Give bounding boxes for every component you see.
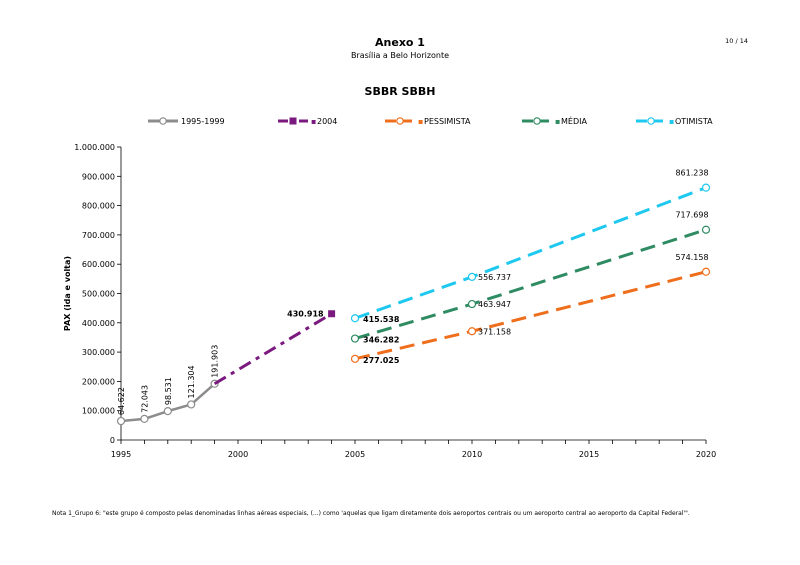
data-point-pessimista [701,267,711,276]
footnote: Nota 1_Grupo 6: "este grupo é composto p… [52,510,690,517]
legend-marker-otimista [647,117,655,125]
chart-title: SBBR SBBH [365,85,436,98]
x-tick-label: 1995 [111,450,131,459]
data-label: 574.158 [675,253,708,262]
y-tick-label: 800.000 [82,202,115,211]
x-tick-label: 2000 [228,450,248,459]
data-label: 191.903 [211,345,220,378]
x-tick-label: 2015 [579,450,599,459]
series-2004 [213,310,336,386]
data-label: 277.025 [363,356,400,365]
legend-prefix-pessimista: ▪ [418,117,423,126]
legend-item-1995-1999: 1995-1999 [148,117,225,126]
y-tick-label: 100.000 [82,407,115,416]
data-label: 371.158 [478,327,511,336]
y-axis-title: PAX (ida e volta) [63,256,72,331]
data-label: 121.304 [187,365,196,398]
legend-label-2004: 2004 [317,117,337,126]
series-1995-1999 [116,379,219,426]
data-label: 556.737 [478,273,511,282]
data-label: 415.538 [363,315,400,324]
y-tick-label: 0 [110,436,115,445]
legend-marker-1995-1999 [159,117,167,125]
data-point-pessimista [350,354,360,363]
y-tick-label: 200.000 [82,377,115,386]
legend-marker-pessimista [396,117,404,125]
series-otimista [350,183,711,323]
data-label: 64.622 [117,387,126,415]
data-label: 430.918 [287,310,324,319]
legend-item-2004: ▪ 2004 [278,117,337,126]
legend-marker-m-dia [533,117,541,125]
page-title: Anexo 1 [375,36,425,49]
data-label: 861.238 [675,169,708,178]
data-label: 463.947 [478,300,511,309]
legend-label-otimista: OTIMISTA [675,117,713,126]
y-tick-label: 400.000 [82,319,115,328]
legend-item-otimista: ▪ OTIMISTA [636,117,713,126]
chart-series [116,183,711,426]
x-tick-label: 2005 [345,450,365,459]
y-tick-label: 500.000 [82,290,115,299]
y-tick-label: 600.000 [82,260,115,269]
data-point-m-dia [701,225,711,234]
y-tick-label: 900.000 [82,172,115,181]
data-label: 98.531 [164,377,173,405]
legend-prefix-2004: ▪ [311,117,316,126]
data-point-1995-1999 [140,414,149,423]
data-point-otimista [467,272,477,281]
legend-prefix-otimista: ▪ [669,117,674,126]
data-point-1995-1999 [116,416,126,426]
y-tick-label: 1.000.000 [74,143,115,152]
data-point-otimista [701,183,711,192]
series-m-dia [350,225,711,343]
x-tick-label: 2020 [696,450,716,459]
data-point-pessimista [467,327,477,336]
series-line-2004 [213,312,333,386]
series-line-pessimista [354,270,707,361]
data-point-1995-1999 [187,400,196,409]
page-subtitle: Brasília a Belo Horizonte [350,51,450,60]
data-point-m-dia [350,334,360,343]
y-tick-label: 700.000 [82,231,115,240]
data-label: 72.043 [140,385,149,413]
data-point-otimista [350,314,360,323]
legend-label-pessimista: PESSIMISTA [424,117,471,126]
legend-prefix-m-dia: ▪ [555,117,560,126]
chart-data-labels: 64.622 72.043 98.531 121.304 191.903 430.918 2… [117,169,709,415]
data-point-1995-1999 [163,407,172,416]
page-number: 10 / 14 [725,37,748,45]
y-tick-label: 300.000 [82,348,115,357]
legend-label-m-dia: MÉDIA [561,115,587,126]
data-point-2004 [328,310,336,318]
chart-axes: 0 100.000 200.000 300.000 400.000 500.000 600.… [63,143,716,459]
data-label: 346.282 [363,336,399,345]
series-line-otimista [354,186,707,320]
data-point-m-dia [467,299,477,309]
legend-item-m-dia: ▪ MÉDIA [522,115,587,126]
legend-marker-2004 [289,117,297,125]
series-pessimista [350,267,711,363]
legend-label-1995-1999: 1995-1999 [181,117,225,126]
chart-legend: 1995-1999 ▪ 2004 ▪ PESSIMISTA ▪ MÉDIA ▪ OTIMISTA [148,115,713,126]
x-tick-label: 2010 [462,450,482,459]
data-label: 717.698 [675,211,708,220]
legend-item-pessimista: ▪ PESSIMISTA [385,117,471,126]
